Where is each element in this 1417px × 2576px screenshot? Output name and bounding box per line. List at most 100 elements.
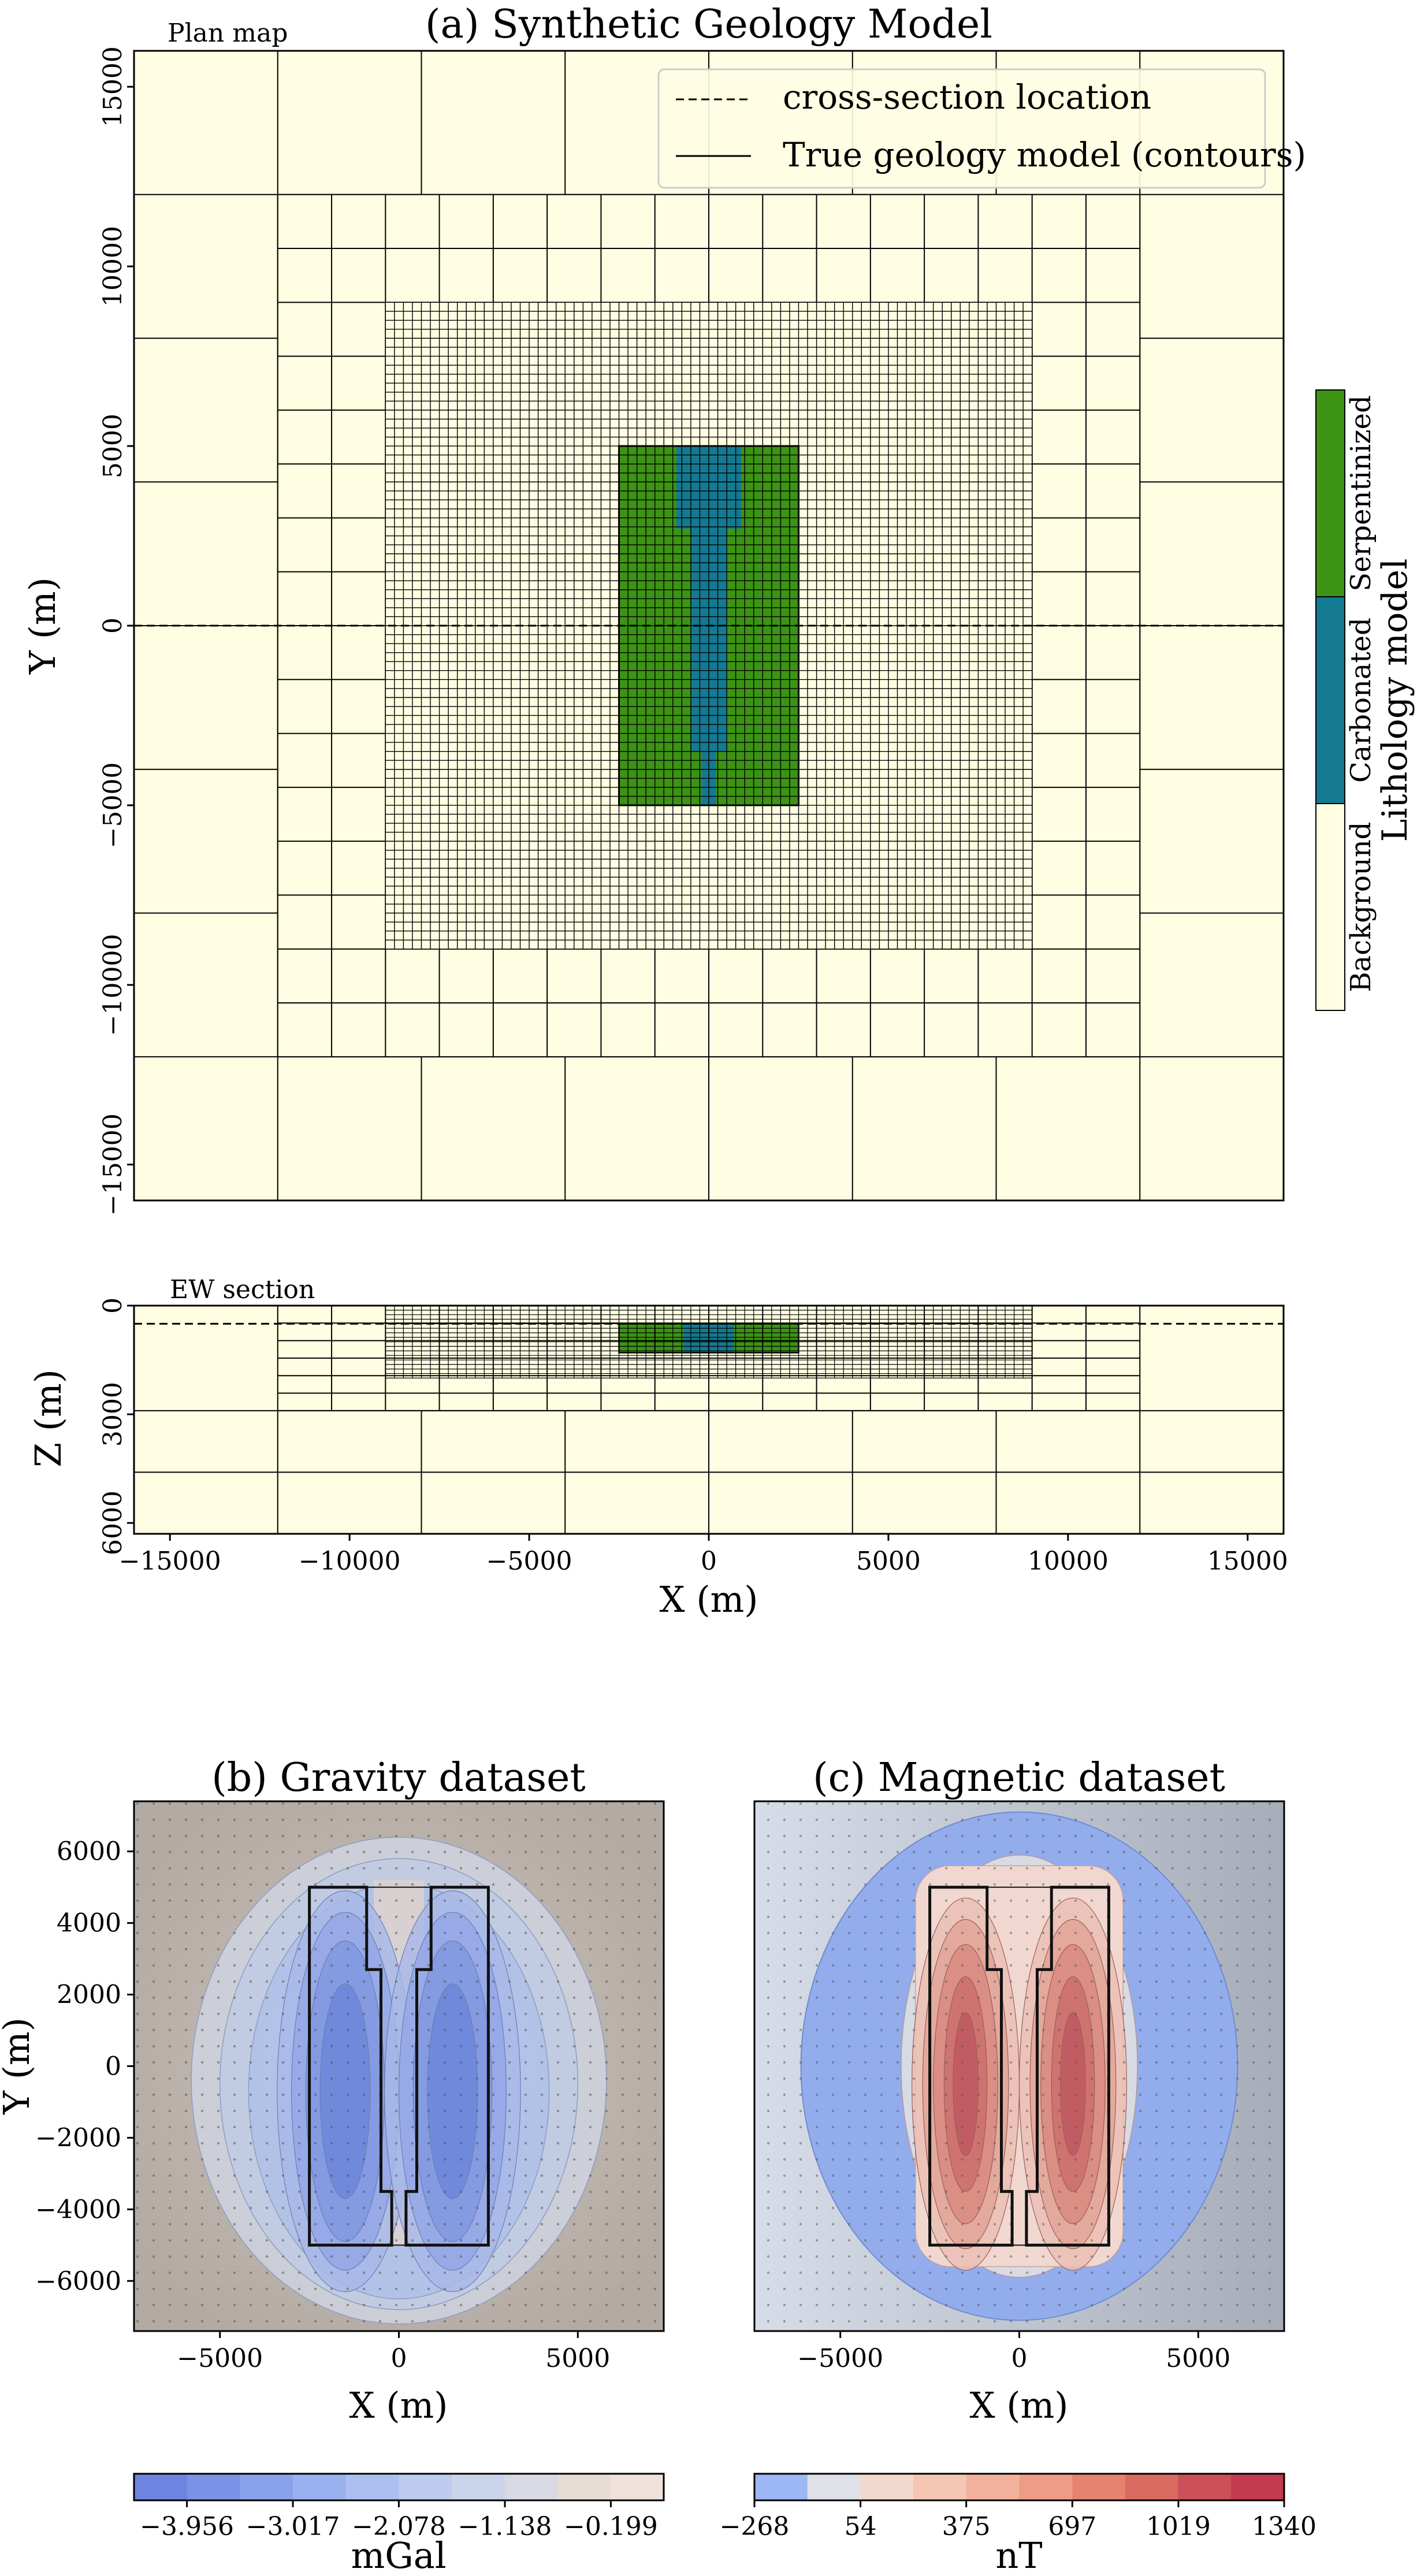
- gravity-x-ticks: −5000 0 5000: [177, 2331, 610, 2373]
- gravity-colorbar-bin: [504, 2474, 559, 2500]
- magnetic-colorbar-tick-label: 1019: [1146, 2512, 1211, 2541]
- plan-ytick-label: 10000: [98, 226, 128, 307]
- gravity-x-axis-label: X (m): [349, 2384, 448, 2426]
- gravity-true-geology-outline: [308, 1886, 490, 2247]
- gravity-colorbar-bin: [399, 2474, 452, 2500]
- magnetic-true-geology-outline: [928, 1886, 1110, 2247]
- magnetic-station-dots: [754, 1801, 1284, 2331]
- plan-y-axis-label: Y (m): [21, 577, 64, 675]
- section-x-ticks: −15000 −10000 −5000 0 5000 10000 15000: [119, 1534, 1288, 1576]
- gravity-xtick-label: −5000: [177, 2344, 263, 2373]
- section-xtick-label: 15000: [1207, 1547, 1288, 1576]
- gravity-colorbar-bin: [134, 2474, 188, 2500]
- plan-ytick-label: 5000: [98, 414, 128, 478]
- legend-entry-cross-section: cross-section location: [783, 77, 1151, 117]
- magnetic-colorbar-bin: [1019, 2474, 1073, 2500]
- magnetic-title: (c) Magnetic dataset: [813, 1755, 1225, 1801]
- colorbar-background: [1315, 803, 1345, 1011]
- gravity-colorbar-bin: [293, 2474, 347, 2500]
- section-ytick-label: 0: [98, 1298, 128, 1314]
- magnetic-colorbar: −268 54 375 697 1019 1340: [720, 2473, 1316, 2541]
- magnetic-colorbar-tick-label: 54: [845, 2512, 877, 2541]
- section-xtick-label: −15000: [119, 1547, 221, 1576]
- plan-ytick-label: 15000: [98, 46, 128, 127]
- gravity-y-ticks: −6000 −4000 −2000 0 2000 4000 6000: [35, 1837, 134, 2296]
- plan-ytick-label: −10000: [98, 934, 128, 1036]
- plan-ytick-label: 0: [98, 618, 128, 634]
- colorbar-label-carbonated: Carbonated: [1345, 618, 1377, 783]
- magnetic-xtick-label: −5000: [797, 2344, 883, 2373]
- gravity-ytick-label: −2000: [35, 2123, 121, 2153]
- section-xtick-label: −5000: [486, 1547, 572, 1576]
- gravity-colorbar-bin: [557, 2474, 611, 2500]
- magnetic-x-ticks: −5000 0 5000: [797, 2331, 1230, 2373]
- magnetic-panel: (c) Magnetic dataset −5000 0 5000 X (m): [753, 1755, 1285, 2426]
- gravity-colorbar-tick-label: −3.017: [246, 2512, 340, 2541]
- magnetic-colorbar-bin: [754, 2474, 808, 2500]
- gravity-ytick-label: −4000: [35, 2195, 121, 2224]
- magnetic-colorbar-frame: [753, 2473, 1285, 2501]
- section-mesh-fine: [385, 1306, 1033, 1378]
- magnetic-colorbar-bin: [1178, 2474, 1232, 2500]
- gravity-outline-frame: [308, 1886, 489, 2246]
- gravity-panel: (b) Gravity dataset −5000 0 5000 −6000 −400…: [0, 1755, 665, 2426]
- colorbar-serpentinized: [1315, 389, 1345, 597]
- magnetic-colorbar-bin: [913, 2474, 967, 2500]
- gravity-ytick-label: 2000: [57, 1980, 121, 2010]
- colorbar-label-serpentinized: Serpentinized: [1345, 395, 1377, 592]
- gravity-ytick-label: 6000: [57, 1837, 121, 1867]
- magnetic-colorbar-bin: [1072, 2474, 1126, 2500]
- colorbar-label-background: Background: [1345, 822, 1377, 993]
- magnetic-colorbar-bin: [966, 2474, 1020, 2500]
- ew-section-label: EW section: [170, 1275, 315, 1304]
- lithology-colorbar: Serpentinized Carbonated Background Lith…: [1315, 389, 1415, 1011]
- plan-map-panel: (a) Synthetic Geology Model Plan map −15…: [21, 2, 1415, 1215]
- magnetic-xtick-label: 5000: [1166, 2344, 1230, 2373]
- plan-ytick-label: −5000: [98, 763, 128, 849]
- gravity-colorbar-bin: [611, 2474, 664, 2500]
- magnetic-colorbar-tick-label: 375: [942, 2512, 991, 2541]
- section-ytick-label: 3000: [98, 1382, 128, 1447]
- section-y-axis-label: Z (m): [27, 1369, 69, 1467]
- section-y-ticks: 0 3000 6000: [98, 1298, 134, 1555]
- section-xtick-label: 0: [701, 1547, 717, 1576]
- magnetic-colorbar-tick-label: −268: [720, 2512, 790, 2541]
- gravity-colorbar-tick-label: −3.956: [140, 2512, 234, 2541]
- legend-box: [657, 68, 1266, 189]
- magnetic-x-axis-label: X (m): [969, 2384, 1068, 2426]
- gravity-colorbar-bin: [187, 2474, 240, 2500]
- gravity-colorbar-tick-label: −0.199: [564, 2512, 658, 2541]
- magnetic-colorbar-label: nT: [995, 2534, 1042, 2576]
- plan-map-label: Plan map: [168, 18, 288, 48]
- gravity-title: (b) Gravity dataset: [211, 1755, 586, 1801]
- gravity-ytick-label: 4000: [57, 1909, 121, 1938]
- section-x-axis-label: X (m): [659, 1578, 758, 1620]
- gravity-colorbar-bin: [345, 2474, 399, 2500]
- gravity-colorbar-bin: [452, 2474, 505, 2500]
- section-ytick-label: 6000: [98, 1490, 128, 1555]
- magnetic-colorbar-tick-label: 697: [1048, 2512, 1096, 2541]
- gravity-ytick-label: −6000: [35, 2266, 121, 2296]
- gravity-colorbar: −3.956 −3.017 −2.078 −1.138 −0.199: [133, 2473, 665, 2541]
- gravity-xtick-label: 5000: [545, 2344, 610, 2373]
- gravity-colorbar-tick-label: −2.078: [352, 2512, 446, 2541]
- plan-y-ticks: −15000 −10000 −5000 0 5000 10000 15000: [98, 46, 134, 1215]
- section-xtick-label: −10000: [299, 1547, 401, 1576]
- gravity-xtick-label: 0: [391, 2344, 407, 2373]
- magnetic-outline-frame: [929, 1886, 1110, 2246]
- magnetic-colorbar-tick-label: 1340: [1252, 2512, 1316, 2541]
- gravity-ytick-label: 0: [105, 2052, 121, 2081]
- gravity-colorbar-bin: [240, 2474, 293, 2500]
- plan-map-title: (a) Synthetic Geology Model: [425, 2, 992, 47]
- gravity-colorbar-label: mGal: [351, 2534, 446, 2576]
- legend-entry-true-geology: True geology model (contours): [783, 135, 1306, 174]
- magnetic-xtick-label: 0: [1011, 2344, 1028, 2373]
- section-xtick-label: 5000: [856, 1547, 921, 1576]
- colorbar-carbonated: [1315, 596, 1345, 804]
- plan-ytick-label: −15000: [98, 1113, 128, 1215]
- gravity-colorbar-tick-label: −1.138: [458, 2512, 552, 2541]
- plan-legend: cross-section location True geology mode…: [657, 68, 1306, 189]
- magnetic-colorbar-bin: [860, 2474, 914, 2500]
- ew-section-panel: EW section −15000 −10000 −5000 0 5000 10000 15…: [27, 1275, 1288, 1620]
